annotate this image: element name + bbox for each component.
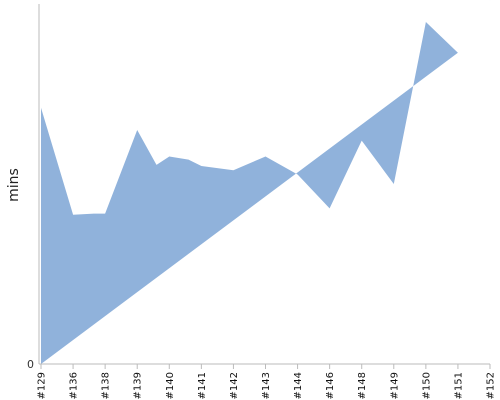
x-tick-label: #142 xyxy=(229,372,240,399)
x-tick-label: #143 xyxy=(261,372,272,399)
x-tick-label: #141 xyxy=(197,372,208,399)
series-area xyxy=(40,0,491,364)
x-tick-label: #140 xyxy=(165,372,176,399)
x-tick-label: #151 xyxy=(453,372,464,399)
series-area-fill xyxy=(41,22,458,364)
x-tick-label: #139 xyxy=(133,372,144,399)
x-tick-label: #146 xyxy=(325,372,336,399)
x-tick-label: #149 xyxy=(389,372,400,399)
x-tick-label: #148 xyxy=(357,372,368,399)
x-tick-label: #129 xyxy=(37,372,48,399)
y-axis: mins 0 xyxy=(6,4,40,371)
x-tick-label: #150 xyxy=(421,372,432,399)
x-axis: #129 #136 #138 #139 #140 #141 #142 #143 #144 #146… xyxy=(37,363,497,399)
x-tick-label: #136 xyxy=(69,372,80,399)
y-axis-label: mins xyxy=(6,168,22,202)
x-tick-label: #138 xyxy=(101,372,112,399)
y-tick-label: 0 xyxy=(27,358,34,371)
x-tick-label: #152 xyxy=(486,372,497,399)
x-tick-label: #144 xyxy=(293,372,304,399)
